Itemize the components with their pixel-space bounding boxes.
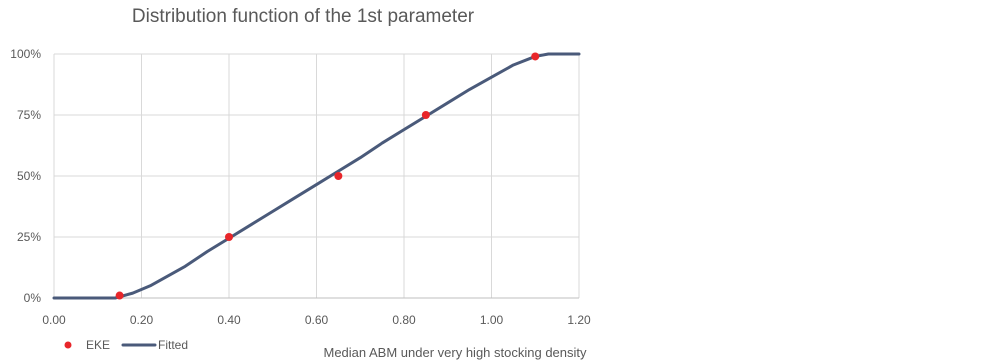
- eke-point: [225, 233, 233, 241]
- eke-point: [421, 111, 430, 119]
- y-tick-label: 100%: [10, 47, 41, 61]
- x-tick-label: 1.20: [567, 313, 591, 327]
- x-tick-label: 0.40: [217, 313, 241, 327]
- x-tick-label: 0.20: [130, 313, 154, 327]
- x-axis-label: Median ABM under very high stocking dens…: [323, 345, 587, 360]
- fitted-line: [52, 52, 581, 300]
- x-tick-label: 0.00: [42, 313, 66, 327]
- grid-layer: [53, 53, 580, 299]
- y-tick-label: 75%: [17, 108, 41, 122]
- eke-point: [531, 52, 540, 61]
- legend: EKE Fitted: [64, 338, 188, 352]
- legend-eke-label: EKE: [86, 338, 110, 352]
- y-tick-label: 25%: [17, 230, 41, 244]
- x-tick-label: 0.60: [305, 313, 329, 327]
- legend-eke-marker: [64, 341, 72, 349]
- eke-point: [115, 291, 124, 300]
- legend-fitted-label: Fitted: [158, 338, 188, 352]
- y-tick-label: 50%: [17, 169, 41, 183]
- axis-layer: 0.00 0.20 0.40 0.60 0.80 1.00 1.20 0% 25% 50% 75% 1…: [10, 47, 591, 327]
- y-tick-label: 0%: [24, 291, 42, 305]
- eke-point: [334, 172, 343, 180]
- chart-title: Distribution function of the 1st paramet…: [132, 6, 475, 27]
- x-tick-label: 0.80: [392, 313, 416, 327]
- series-layer: [52, 52, 581, 300]
- x-tick-label: 1.00: [480, 313, 504, 327]
